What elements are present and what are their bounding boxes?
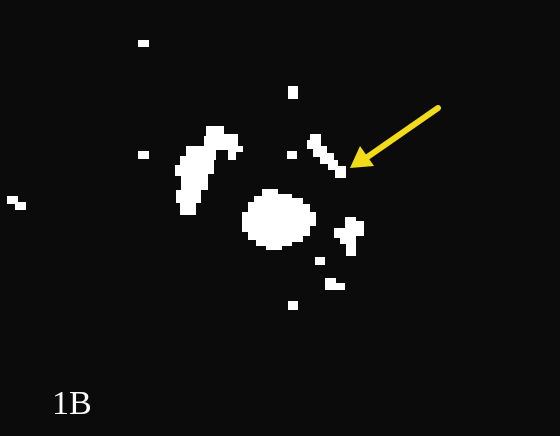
speckle bbox=[7, 196, 26, 210]
speckle bbox=[288, 86, 298, 99]
speckle bbox=[288, 301, 298, 310]
speckle bbox=[287, 151, 297, 159]
speckle bbox=[315, 257, 325, 265]
arrow-icon bbox=[350, 105, 441, 168]
central-blob bbox=[242, 189, 316, 250]
right-blob bbox=[334, 217, 364, 256]
speckle bbox=[138, 40, 149, 47]
left-cluster-blob bbox=[175, 126, 243, 215]
speckle bbox=[325, 278, 345, 290]
target-blob-chain bbox=[307, 134, 346, 178]
panel-label: 1B bbox=[52, 385, 92, 422]
speckle bbox=[138, 151, 149, 159]
